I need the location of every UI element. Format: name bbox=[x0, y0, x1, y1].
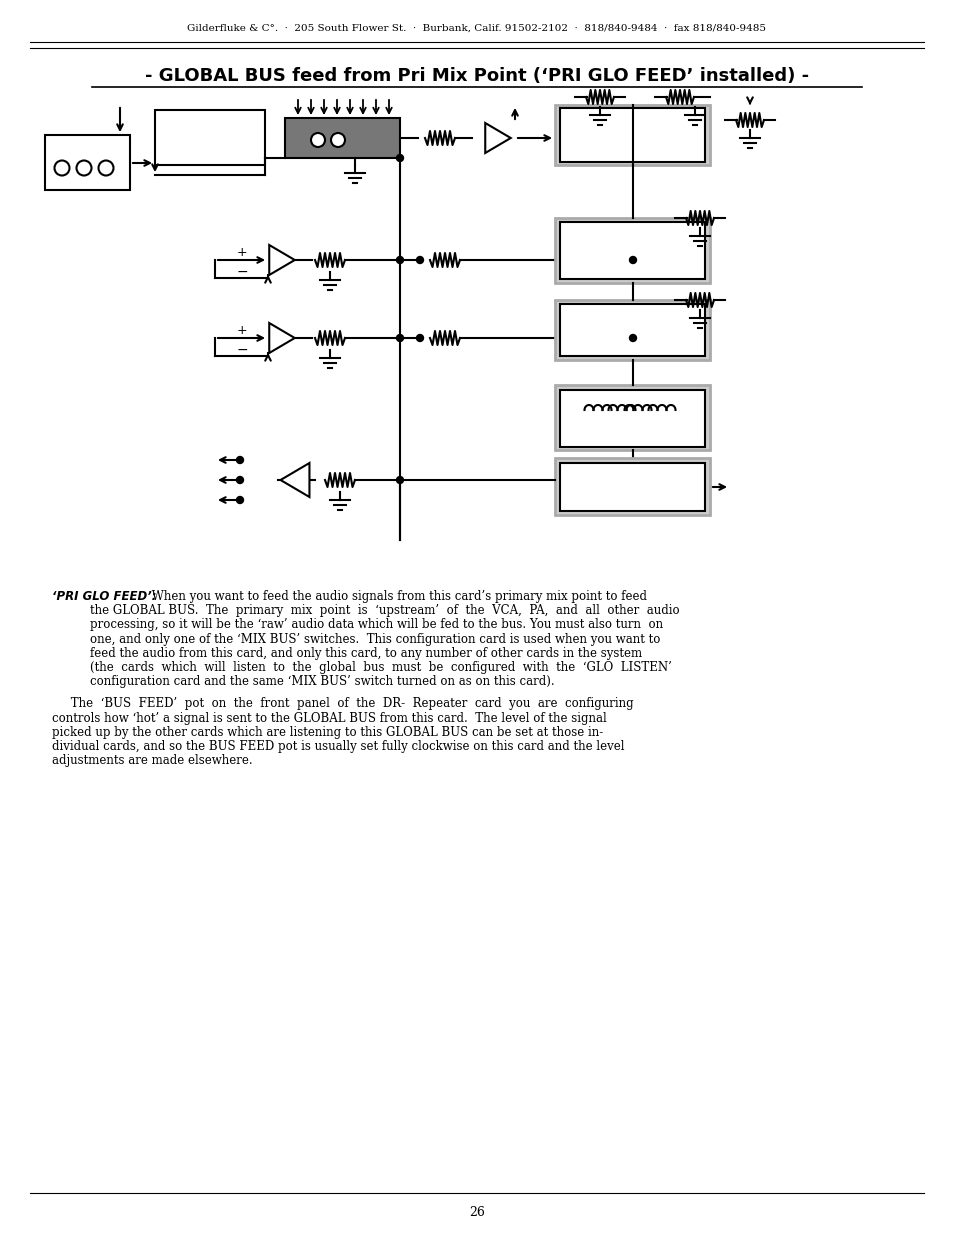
Bar bbox=[559, 222, 704, 279]
Circle shape bbox=[629, 335, 636, 342]
Text: (the  cards  which  will  listen  to  the  global  bus  must  be  configured  wi: (the cards which will listen to the glob… bbox=[90, 661, 671, 674]
Bar bbox=[559, 304, 704, 356]
Text: controls how ‘hot’ a signal is sent to the GLOBAL BUS from this card.  The level: controls how ‘hot’ a signal is sent to t… bbox=[52, 711, 606, 725]
Circle shape bbox=[416, 335, 423, 342]
Text: When you want to feed the audio signals from this card’s primary mix point to fe: When you want to feed the audio signals … bbox=[148, 590, 646, 603]
Circle shape bbox=[236, 477, 243, 483]
Circle shape bbox=[236, 496, 243, 504]
Bar bbox=[559, 107, 704, 162]
Bar bbox=[559, 463, 704, 511]
Circle shape bbox=[98, 161, 113, 175]
Bar bbox=[555, 385, 709, 450]
Text: one, and only one of the ‘MIX BUS’ switches.  This configuration card is used wh: one, and only one of the ‘MIX BUS’ switc… bbox=[90, 632, 659, 646]
Circle shape bbox=[396, 257, 403, 263]
Text: −: − bbox=[236, 343, 248, 357]
Bar bbox=[45, 135, 130, 190]
Text: 26: 26 bbox=[469, 1207, 484, 1219]
Circle shape bbox=[54, 161, 70, 175]
Circle shape bbox=[311, 133, 325, 147]
Bar bbox=[555, 458, 709, 515]
Bar bbox=[555, 219, 709, 283]
Circle shape bbox=[396, 335, 403, 342]
Text: adjustments are made elsewhere.: adjustments are made elsewhere. bbox=[52, 755, 253, 767]
Text: −: − bbox=[236, 266, 248, 279]
Text: configuration card and the same ‘MIX BUS’ switch turned on as on this card).: configuration card and the same ‘MIX BUS… bbox=[90, 676, 554, 688]
Text: The  ‘BUS  FEED’  pot  on  the  front  panel  of  the  DR-  Repeater  card  you : The ‘BUS FEED’ pot on the front panel of… bbox=[52, 698, 633, 710]
Polygon shape bbox=[269, 245, 294, 275]
Text: ‘PRI GLO FEED’:: ‘PRI GLO FEED’: bbox=[52, 590, 156, 603]
Bar bbox=[555, 105, 709, 165]
Bar bbox=[285, 119, 399, 158]
Circle shape bbox=[331, 133, 345, 147]
Circle shape bbox=[396, 154, 403, 162]
Text: +: + bbox=[236, 324, 247, 336]
Text: feed the audio from this card, and only this card, to any number of other cards : feed the audio from this card, and only … bbox=[90, 647, 641, 659]
Text: +: + bbox=[236, 246, 247, 258]
Polygon shape bbox=[485, 124, 510, 153]
Circle shape bbox=[76, 161, 91, 175]
Text: Gilderfluke & C°.  ·  205 South Flower St.  ·  Burbank, Calif. 91502-2102  ·  81: Gilderfluke & C°. · 205 South Flower St.… bbox=[188, 23, 765, 32]
Polygon shape bbox=[269, 324, 294, 353]
Bar bbox=[555, 300, 709, 359]
Text: - GLOBAL BUS feed from Pri Mix Point (‘PRI GLO FEED’ installed) -: - GLOBAL BUS feed from Pri Mix Point (‘P… bbox=[145, 67, 808, 85]
Text: dividual cards, and so the BUS FEED pot is usually set fully clockwise on this c: dividual cards, and so the BUS FEED pot … bbox=[52, 740, 624, 753]
Text: picked up by the other cards which are listening to this GLOBAL BUS can be set a: picked up by the other cards which are l… bbox=[52, 726, 602, 739]
Bar bbox=[559, 390, 704, 447]
Circle shape bbox=[416, 257, 423, 263]
Text: the GLOBAL BUS.  The  primary  mix  point  is  ‘upstream’  of  the  VCA,  PA,  a: the GLOBAL BUS. The primary mix point is… bbox=[90, 604, 679, 618]
Circle shape bbox=[629, 257, 636, 263]
Circle shape bbox=[396, 477, 403, 483]
Text: processing, so it will be the ‘raw’ audio data which will be fed to the bus. You: processing, so it will be the ‘raw’ audi… bbox=[90, 619, 662, 631]
Bar bbox=[154, 110, 265, 165]
Circle shape bbox=[236, 457, 243, 463]
Polygon shape bbox=[280, 463, 309, 496]
